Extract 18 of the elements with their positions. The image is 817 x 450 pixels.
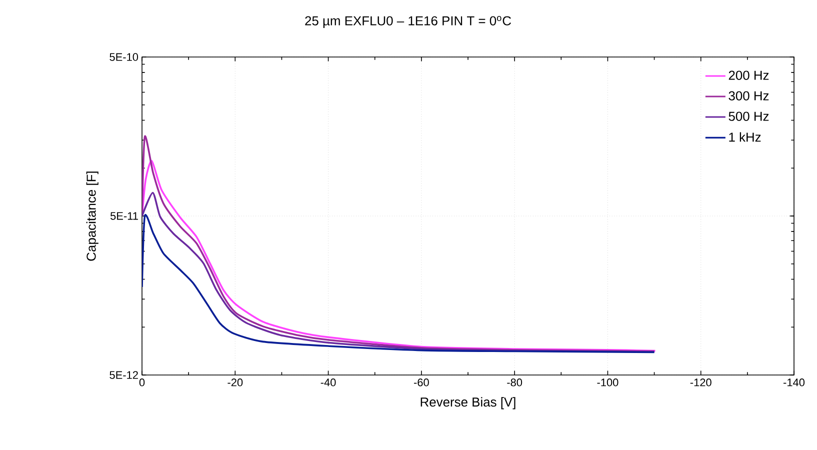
x-tick-label: -80 [507,378,522,386]
chart-title: 25 µm EXFLU0 – 1E16 PIN T = 0$^{o}$C [305,16,512,28]
legend-label: 1 kHz [729,132,761,142]
y-tick-label: 5E-10 [110,53,138,61]
y-axis-title: Capacitance [F] [86,172,98,261]
x-tick-label: -20 [228,378,243,386]
x-tick-label: -120 [690,378,712,386]
x-tick-label: -40 [320,378,336,386]
x-axis-title: Reverse Bias [V] [420,397,516,410]
x-tick-label: -60 [414,378,429,386]
legend-label: 200 Hz [728,70,769,80]
y-tick-label: 5E-11 [110,212,138,220]
y-tick-label: 5E-12 [110,371,138,379]
x-tick-label: -140 [784,378,805,386]
legend-label: 300 Hz [728,91,769,100]
x-tick-label: 0 [139,378,145,386]
x-tick-label: -100 [597,378,618,386]
legend-label: 500 Hz [728,112,769,121]
